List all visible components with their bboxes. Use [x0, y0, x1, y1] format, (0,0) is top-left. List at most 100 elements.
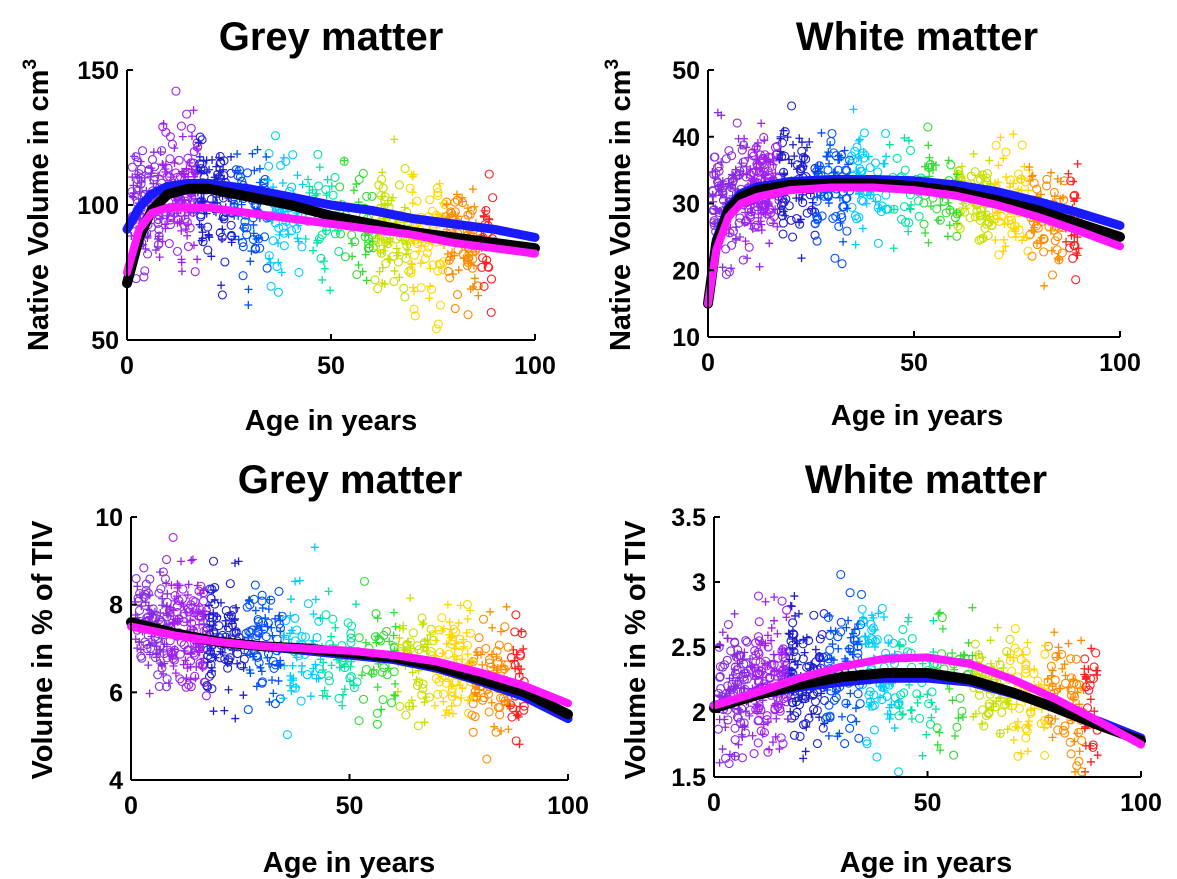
scatter-point-circle — [1021, 724, 1031, 734]
scatter-point-circle — [154, 681, 164, 691]
scatter-point-plus — [718, 628, 727, 637]
scatter-point-plus — [378, 279, 387, 288]
y-ticks-layer: 10 20 30 40 50 — [672, 57, 714, 352]
scatter-point-circle — [452, 290, 463, 300]
scatter-point-plus — [454, 619, 463, 628]
scatter-point-plus — [168, 650, 177, 659]
scatter-point-circle — [313, 181, 324, 191]
scatter-point-circle — [715, 672, 725, 682]
scatter-point-plus — [268, 631, 277, 640]
scatter-point-circle — [738, 255, 748, 265]
scatter-point-circle — [796, 164, 806, 174]
scatter-point-circle — [143, 249, 153, 259]
scatter-point-plus — [1055, 684, 1064, 693]
scatter-point-plus — [968, 603, 977, 612]
scatter-point-plus — [237, 200, 246, 209]
x-ticks-layer: 0 50 100 — [707, 771, 1162, 817]
scatter-point-plus — [929, 616, 938, 625]
scatter-point-plus — [479, 212, 488, 221]
scatter-point-circle — [932, 204, 942, 214]
scatter-point-plus — [171, 669, 180, 678]
scatter-point-circle — [853, 689, 863, 699]
scatter-point-circle — [493, 702, 503, 712]
scatter-point-circle — [952, 209, 962, 219]
scatter-point-circle — [778, 739, 788, 749]
scatter-point-plus — [1048, 733, 1057, 742]
scatter-point-circle — [435, 300, 445, 310]
chart-title: White matter — [805, 458, 1047, 502]
scatter-point-plus — [974, 649, 983, 658]
scatter-point-circle — [869, 690, 879, 700]
scatter-point-circle — [856, 589, 867, 599]
scatter-point-plus — [918, 751, 927, 760]
scatter-point-circle — [140, 266, 150, 276]
scatter-point-plus — [487, 698, 496, 707]
scatter-point-circle — [382, 236, 392, 247]
scatter-point-circle — [877, 695, 887, 705]
scatter-point-plus — [794, 609, 803, 618]
scatter-point-circle — [330, 229, 341, 239]
scatter-point-circle — [206, 669, 216, 679]
scatter-point-circle — [823, 612, 833, 622]
scatter-point-circle — [371, 609, 381, 619]
scatter-point-circle — [177, 594, 188, 604]
scatter-point-plus — [735, 705, 744, 714]
scatter-point-circle — [484, 707, 494, 717]
scatter-point-circle — [804, 661, 814, 672]
scatter-point-plus — [164, 679, 173, 688]
scatter-point-circle — [765, 672, 775, 682]
scatter-point-plus — [291, 577, 300, 586]
scatter-point-circle — [243, 705, 253, 715]
scatter-point-circle — [264, 251, 274, 261]
scatter-point-circle — [268, 236, 278, 246]
scatter-point-circle — [257, 678, 267, 688]
scatter-point-plus — [1040, 281, 1049, 290]
scatter-point-plus — [1041, 641, 1050, 650]
scatter-point-circle — [370, 632, 380, 642]
scatter-point-circle — [165, 154, 175, 164]
scatter-point-circle — [462, 640, 473, 650]
scatter-point-plus — [162, 609, 171, 618]
scatter-point-plus — [1048, 666, 1057, 675]
scatter-point-circle — [1040, 649, 1050, 659]
scatter-point-plus — [740, 218, 749, 227]
scatter-point-plus — [514, 710, 523, 719]
scatter-point-plus — [497, 727, 506, 735]
scatter-point-circle — [777, 152, 787, 162]
scatter-point-plus — [1047, 246, 1056, 255]
scatter-point-circle — [162, 555, 172, 565]
scatter-point-plus — [257, 667, 266, 676]
scatter-point-plus — [357, 671, 366, 680]
scatter-point-circle — [850, 211, 860, 221]
scatter-point-circle — [242, 602, 252, 612]
scatter-point-plus — [754, 213, 763, 222]
scatter-point-circle — [720, 660, 730, 670]
scatter-point-circle — [721, 244, 731, 254]
scatter-point-plus — [390, 266, 399, 275]
scatter-point-plus — [151, 245, 160, 254]
scatter-point-plus — [173, 580, 182, 589]
scatter-point-circle — [206, 194, 216, 204]
scatter-point-circle — [261, 632, 271, 642]
scatter-point-plus — [470, 274, 479, 283]
scatter-point-plus — [775, 744, 784, 753]
scatter-point-circle — [834, 221, 844, 231]
scatter-point-plus — [804, 694, 813, 703]
scatter-point-plus — [729, 670, 738, 679]
scatter-point-plus — [224, 685, 233, 694]
scatter-point-plus — [276, 616, 285, 625]
scatter-point-plus — [338, 701, 347, 710]
scatter-point-plus — [882, 152, 891, 161]
scatter-point-circle — [730, 723, 740, 733]
scatter-point-circle — [751, 650, 761, 660]
scatter-point-circle — [221, 605, 231, 616]
scatter-point-plus — [895, 642, 904, 651]
scatter-point-plus — [186, 675, 195, 684]
scatter-point-circle — [141, 585, 151, 595]
scatter-point-circle — [266, 281, 276, 291]
scatter-point-circle — [953, 221, 963, 231]
scatter-point-plus — [995, 729, 1004, 738]
scatter-point-circle — [313, 149, 323, 159]
x-axis-label: Age in years — [245, 405, 417, 437]
